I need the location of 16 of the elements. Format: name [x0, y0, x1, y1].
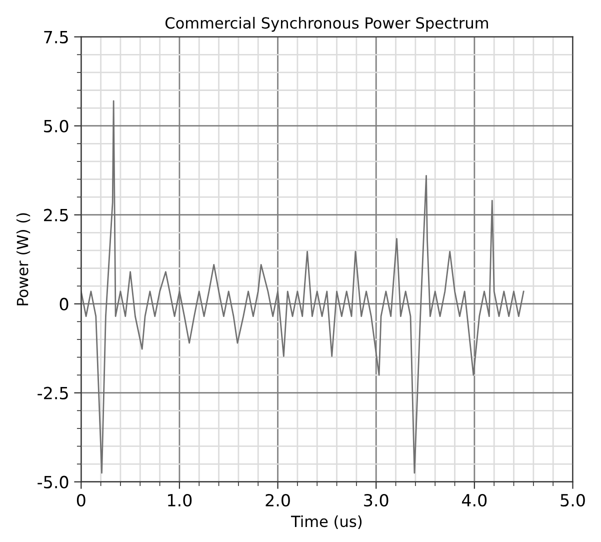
x-tick-label: 3.0 — [364, 494, 388, 507]
x-tick-label: 0 — [76, 494, 86, 507]
y-tick-label: 2.5 — [44, 208, 68, 222]
y-tick-label: 7.5 — [44, 31, 68, 44]
line-series — [81, 100, 524, 474]
x-tick-label: 2.0 — [266, 494, 290, 507]
y-tick-label: -5.0 — [38, 476, 68, 488]
y-tick-label: 0 — [60, 298, 68, 310]
y-axis-title: Power (W) () — [16, 213, 30, 306]
y-tick-label: -2.5 — [38, 386, 68, 400]
x-axis-title: Time (us) — [291, 515, 362, 529]
x-tick-label: 1.0 — [168, 494, 192, 507]
y-tick-label: 5.0 — [44, 120, 68, 132]
x-tick-label: 5.0 — [560, 494, 585, 507]
x-tick-label: 4.0 — [462, 494, 487, 507]
chart-title: Commercial Synchronous Power Spectrum — [165, 16, 488, 32]
